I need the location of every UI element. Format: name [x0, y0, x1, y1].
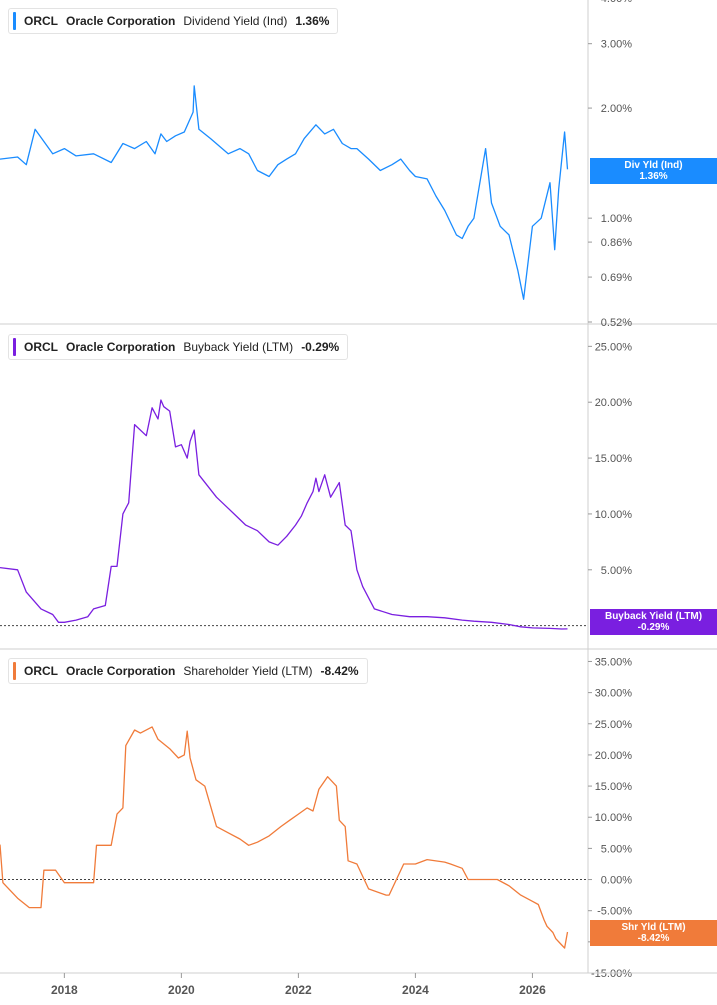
dividend-y-tick-label: 2.00% — [601, 103, 632, 115]
dividend-y-tick-label: 3.00% — [601, 39, 632, 51]
ticker-label: ORCL — [24, 340, 58, 354]
shareholder-y-tick-label: 35.00% — [595, 656, 633, 668]
tag-value: -0.29% — [637, 622, 670, 633]
dividend-series-swatch — [13, 12, 16, 30]
shareholder-last-value-tag: Shr Yld (LTM) -8.42% — [590, 920, 717, 946]
shareholder-y-tick-label: -5.00% — [597, 906, 632, 918]
x-tick-label: 2018 — [51, 983, 78, 997]
shareholder-series-swatch — [13, 662, 16, 680]
ticker-label: ORCL — [24, 664, 58, 678]
panel-header-shareholder-yield[interactable]: ORCL Oracle Corporation Shareholder Yiel… — [8, 658, 368, 684]
shareholder-y-tick-label: -15.00% — [591, 968, 632, 980]
tag-value: 1.36% — [639, 171, 668, 182]
dividend-y-tick-label: 0.52% — [601, 317, 632, 329]
shareholder-y-tick-label: 20.00% — [595, 750, 633, 762]
company-label: Oracle Corporation — [66, 14, 176, 28]
tag-label: Buyback Yield (LTM) — [604, 611, 703, 622]
shareholder-y-tick-label: 30.00% — [595, 688, 633, 700]
buyback-last-value-tag: Buyback Yield (LTM) -0.29% — [590, 609, 717, 635]
buyback-series-line — [0, 399, 568, 630]
metric-value: 1.36% — [295, 14, 330, 28]
tag-label: Shr Yld (LTM) — [621, 922, 686, 933]
company-label: Oracle Corporation — [66, 340, 176, 354]
shareholder-y-tick-label: 15.00% — [595, 781, 633, 793]
shareholder-y-tick-label: 25.00% — [595, 719, 633, 731]
metric-label: Buyback Yield (LTM) — [183, 340, 294, 354]
shareholder-y-tick-label: 5.00% — [601, 843, 632, 855]
ticker-label: ORCL — [24, 14, 58, 28]
shareholder-series-line — [0, 726, 569, 949]
metric-value: -0.29% — [301, 340, 340, 354]
metric-value: -8.42% — [320, 664, 359, 678]
panel-header-buyback-yield[interactable]: ORCL Oracle Corporation Buyback Yield (L… — [8, 334, 349, 360]
dividend-last-value-tag: Div Yld (Ind) 1.36% — [590, 158, 717, 184]
dividend-y-tick-label: 0.69% — [601, 272, 632, 284]
tag-value: -8.42% — [637, 933, 670, 944]
x-tick-label: 2024 — [402, 983, 429, 997]
shareholder-y-tick-label: 0.00% — [601, 875, 632, 887]
metric-label: Dividend Yield (Ind) — [183, 14, 288, 28]
buyback-series-swatch — [13, 338, 16, 356]
x-tick-label: 2026 — [519, 983, 546, 997]
dividend-y-tick-label: 4.00% — [601, 0, 632, 5]
x-tick-label: 2020 — [168, 983, 195, 997]
buyback-y-tick-label: 20.00% — [595, 397, 633, 409]
buyback-y-tick-label: 15.00% — [595, 453, 633, 465]
metric-label: Shareholder Yield (LTM) — [183, 664, 313, 678]
buyback-y-tick-label: 10.00% — [595, 509, 633, 521]
dividend-series-line — [0, 85, 569, 300]
dividend-y-tick-label: 1.00% — [601, 213, 632, 225]
panel-header-dividend-yield[interactable]: ORCL Oracle Corporation Dividend Yield (… — [8, 8, 339, 34]
buyback-y-tick-label: 25.00% — [595, 341, 633, 353]
dividend-y-tick-label: 0.86% — [601, 237, 632, 249]
shareholder-y-tick-label: 10.00% — [595, 812, 633, 824]
buyback-y-tick-label: 5.00% — [601, 565, 632, 577]
x-tick-label: 2022 — [285, 983, 312, 997]
tag-label: Div Yld (Ind) — [624, 160, 683, 171]
company-label: Oracle Corporation — [66, 664, 176, 678]
